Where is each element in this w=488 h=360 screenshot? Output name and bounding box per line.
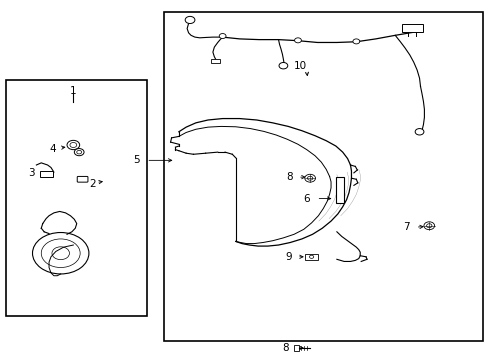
Bar bbox=[401, 23, 422, 32]
Text: 7: 7 bbox=[402, 222, 408, 232]
Circle shape bbox=[304, 174, 315, 182]
Text: 3: 3 bbox=[28, 168, 35, 178]
Circle shape bbox=[426, 224, 431, 228]
Text: 10: 10 bbox=[293, 62, 306, 71]
Text: 5: 5 bbox=[133, 156, 140, 165]
Text: 8: 8 bbox=[285, 172, 292, 182]
Bar bbox=[305, 254, 317, 260]
Text: 8: 8 bbox=[282, 343, 288, 353]
Text: 4: 4 bbox=[49, 144, 56, 154]
Bar bbox=[211, 59, 220, 63]
Circle shape bbox=[414, 129, 423, 135]
Text: 6: 6 bbox=[303, 194, 309, 203]
Circle shape bbox=[74, 149, 84, 156]
Circle shape bbox=[41, 239, 80, 267]
Circle shape bbox=[307, 176, 312, 180]
Bar bbox=[164, 12, 482, 341]
Circle shape bbox=[52, 247, 69, 260]
Circle shape bbox=[309, 255, 313, 258]
Circle shape bbox=[352, 39, 359, 44]
Text: 9: 9 bbox=[285, 252, 291, 262]
Circle shape bbox=[77, 150, 81, 154]
Bar bbox=[6, 80, 147, 316]
Circle shape bbox=[294, 38, 301, 43]
Text: 2: 2 bbox=[89, 179, 96, 189]
Bar bbox=[335, 177, 343, 203]
FancyBboxPatch shape bbox=[77, 176, 88, 182]
Circle shape bbox=[423, 222, 434, 230]
Circle shape bbox=[70, 143, 77, 148]
Text: 1: 1 bbox=[70, 86, 77, 96]
Bar bbox=[40, 171, 53, 177]
Circle shape bbox=[32, 233, 89, 274]
Circle shape bbox=[279, 63, 287, 69]
Bar bbox=[293, 345, 298, 351]
Circle shape bbox=[185, 17, 195, 23]
Circle shape bbox=[67, 140, 80, 150]
Circle shape bbox=[219, 33, 225, 39]
